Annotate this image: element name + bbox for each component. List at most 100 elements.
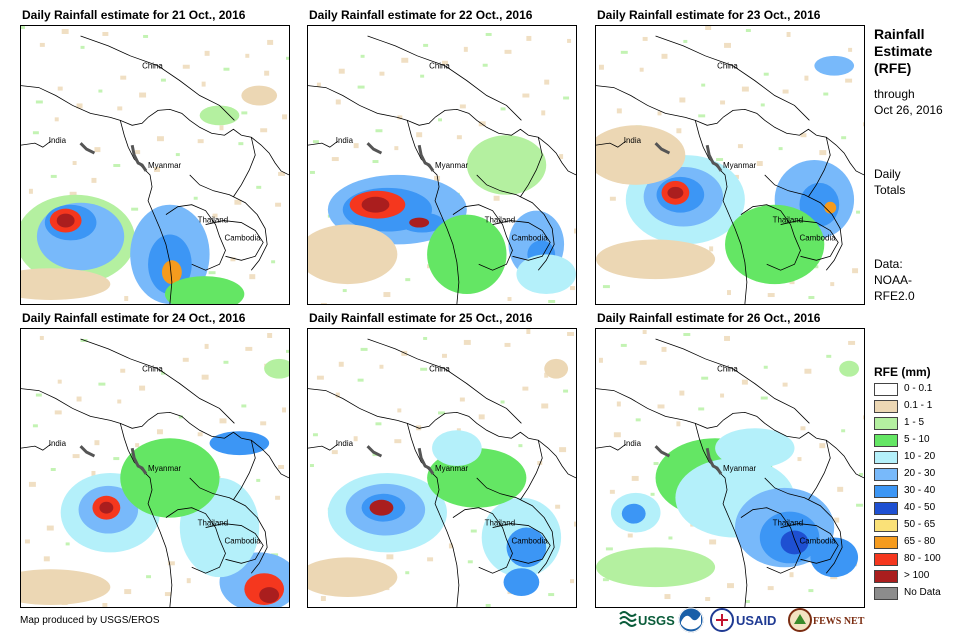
rain-speckle	[275, 202, 282, 207]
rain-speckle	[698, 407, 705, 411]
country-label-china: China	[142, 62, 163, 71]
rain-speckle	[559, 447, 567, 453]
rain-speckle	[167, 561, 175, 566]
rain-speckle	[335, 392, 340, 398]
rain-speckle	[616, 401, 621, 407]
rain-speckle	[357, 85, 365, 89]
rain-speckle	[661, 346, 667, 352]
rain-speckle	[405, 571, 410, 575]
legend-swatch	[874, 451, 898, 464]
rain-speckle	[852, 268, 859, 274]
side-title-line: Rainfall	[874, 26, 925, 42]
country-border	[780, 220, 839, 261]
rain-speckle	[401, 57, 409, 63]
rain-speckle	[267, 39, 274, 45]
country-border	[476, 174, 555, 271]
rain-speckle	[264, 70, 270, 76]
rain-speckle	[72, 161, 77, 165]
country-label-myanmar: Myanmar	[435, 161, 468, 170]
country-border	[21, 140, 52, 148]
rainfall-map-canvas: China India Myanmar Thailand Cambodia	[308, 32, 576, 304]
rainfall-area	[596, 239, 716, 280]
rain-speckle	[320, 302, 327, 304]
rainfall-area	[516, 254, 576, 295]
map-panel-oct-22: Daily Rainfall estimate for 22 Oct., 201…	[307, 5, 595, 305]
rainfall-area	[308, 224, 398, 285]
rain-speckle	[848, 47, 853, 52]
country-border	[764, 174, 843, 271]
country-border	[21, 443, 52, 451]
country-border	[367, 35, 522, 121]
legend-label: 0.1 - 1	[904, 400, 933, 411]
country-border	[147, 109, 242, 136]
rain-speckle	[275, 495, 281, 500]
country-label-india: India	[49, 439, 67, 448]
legend-label: 40 - 50	[904, 502, 936, 513]
rain-speckle	[459, 397, 465, 402]
rain-speckle	[394, 146, 399, 151]
rain-speckle	[676, 128, 682, 134]
rainfall-map-canvas: China India Myanmar Thailand Cambodia	[308, 329, 576, 607]
rain-speckle	[212, 213, 218, 218]
rain-speckle	[679, 97, 686, 103]
rainfall-area	[432, 430, 482, 467]
rain-speckle	[493, 195, 500, 201]
map-panel-oct-23: Daily Rainfall estimate for 23 Oct., 201…	[595, 5, 883, 305]
rain-speckle	[856, 503, 864, 507]
fews-net-logo: FEWS NET	[788, 606, 866, 634]
data-line: NOAA-	[874, 273, 913, 287]
legend-label: 30 - 40	[904, 485, 936, 496]
country-border	[816, 437, 864, 479]
country-border	[722, 412, 817, 439]
rain-speckle	[182, 64, 190, 69]
country-border	[434, 109, 529, 136]
rain-speckle	[375, 129, 383, 133]
rain-speckle	[709, 539, 717, 545]
rain-speckle	[423, 43, 429, 47]
rainfall-map: China India Myanmar Thailand Cambodia	[20, 25, 290, 305]
rainfall-area	[503, 568, 540, 597]
legend-swatch	[874, 400, 898, 413]
country-border	[596, 140, 627, 148]
legend-label: 10 - 20	[904, 451, 936, 462]
legend-label: > 100	[904, 570, 930, 581]
rain-speckle	[863, 415, 864, 420]
rain-speckle	[223, 360, 229, 364]
country-border	[655, 35, 810, 121]
rain-speckle	[61, 29, 69, 34]
side-title: Rainfall Estimate (RFE)	[874, 26, 932, 77]
through-line: Oct 26, 2016	[874, 103, 943, 117]
country-border	[367, 338, 522, 424]
rain-speckle	[756, 161, 763, 166]
rainfall-area	[264, 358, 289, 379]
rain-speckle	[602, 578, 609, 582]
rainfall-area	[596, 547, 716, 588]
country-label-thailand: Thailand	[198, 519, 228, 528]
panel-title: Daily Rainfall estimate for 22 Oct., 201…	[309, 8, 533, 22]
rain-speckle	[353, 436, 358, 442]
rain-speckle	[705, 597, 711, 602]
rain-speckle	[316, 375, 324, 380]
rain-speckle	[778, 147, 783, 151]
rainfall-area	[56, 213, 75, 228]
country-border	[740, 204, 801, 271]
rain-speckle	[797, 457, 802, 462]
legend-label: 50 - 65	[904, 519, 936, 530]
country-label-india: India	[49, 136, 67, 145]
rain-speckle	[124, 296, 129, 301]
side-title-line: Estimate	[874, 43, 933, 59]
country-label-thailand: Thailand	[773, 216, 803, 225]
rain-speckle	[737, 144, 743, 149]
rain-speckle	[201, 374, 209, 380]
legend-swatch	[874, 434, 898, 447]
rain-speckle	[567, 38, 572, 43]
rain-speckle	[28, 188, 33, 194]
rain-speckle	[642, 36, 648, 41]
rain-speckle	[438, 118, 442, 122]
rain-speckle	[804, 75, 809, 81]
country-border	[21, 388, 149, 429]
rainfall-area	[21, 569, 111, 605]
daily-line: Daily	[874, 167, 901, 181]
country-border	[764, 477, 843, 574]
rain-speckle	[598, 64, 604, 70]
